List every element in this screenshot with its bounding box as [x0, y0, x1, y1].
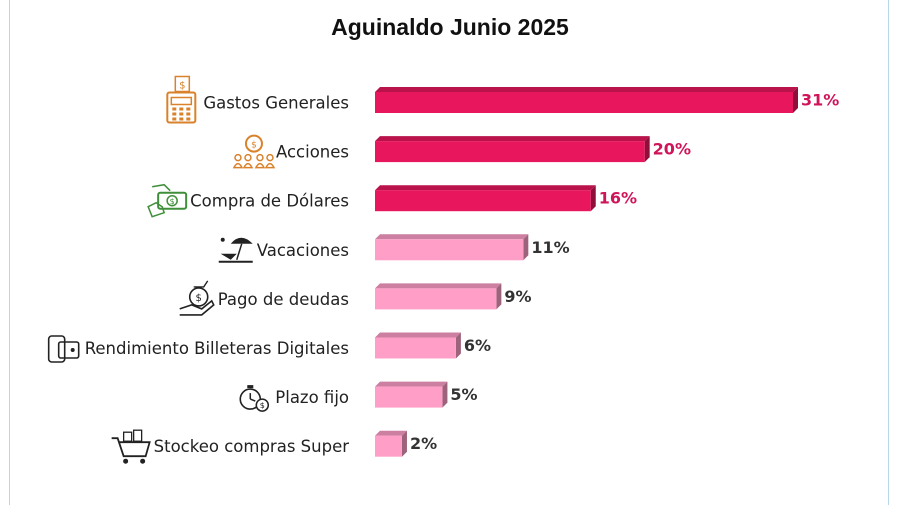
hand-money-bag-icon: $: [179, 280, 215, 316]
hand-dollar-bill-icon: $: [147, 183, 188, 218]
beach-umbrella-icon: [218, 237, 253, 263]
phone-wallet-icon: [47, 335, 80, 363]
category-label: Vacaciones: [257, 241, 349, 260]
money-bag-investors-icon: $: [232, 134, 276, 169]
chart-title: Aguinaldo Junio 2025: [331, 14, 569, 40]
bar: [375, 283, 502, 310]
svg-text:$: $: [170, 197, 175, 206]
category-label: Pago de deudas: [218, 290, 349, 309]
bar: [375, 87, 798, 113]
bar: [375, 136, 650, 163]
bar: [375, 185, 596, 212]
bar: [375, 234, 529, 261]
category-label: Rendimiento Billeteras Digitales: [85, 339, 349, 358]
bar: [375, 430, 407, 457]
stopwatch-coin-icon: $: [239, 385, 270, 412]
svg-text:$: $: [260, 401, 265, 410]
value-label: 11%: [531, 238, 569, 257]
shopping-cart-icon: [111, 429, 151, 464]
bar: [375, 332, 461, 359]
value-label: 6%: [464, 336, 491, 355]
value-label: 31%: [801, 91, 839, 110]
category-label: Stockeo compras Super: [154, 437, 350, 456]
category-label: Compra de Dólares: [190, 192, 349, 211]
chart-frame: [9, 0, 889, 505]
value-label: 5%: [450, 385, 477, 404]
value-label: 20%: [653, 140, 691, 159]
value-label: 2%: [410, 434, 437, 453]
value-label: 9%: [504, 287, 531, 306]
svg-text:$: $: [196, 293, 202, 304]
category-label: Plazo fijo: [275, 388, 349, 407]
category-label: Acciones: [276, 143, 349, 162]
value-label: 16%: [599, 189, 637, 208]
bar: [375, 381, 448, 408]
svg-text:$: $: [251, 141, 257, 151]
svg-text:$: $: [179, 81, 185, 92]
cash-register-icon: $: [166, 75, 197, 124]
category-label: Gastos Generales: [203, 94, 349, 113]
